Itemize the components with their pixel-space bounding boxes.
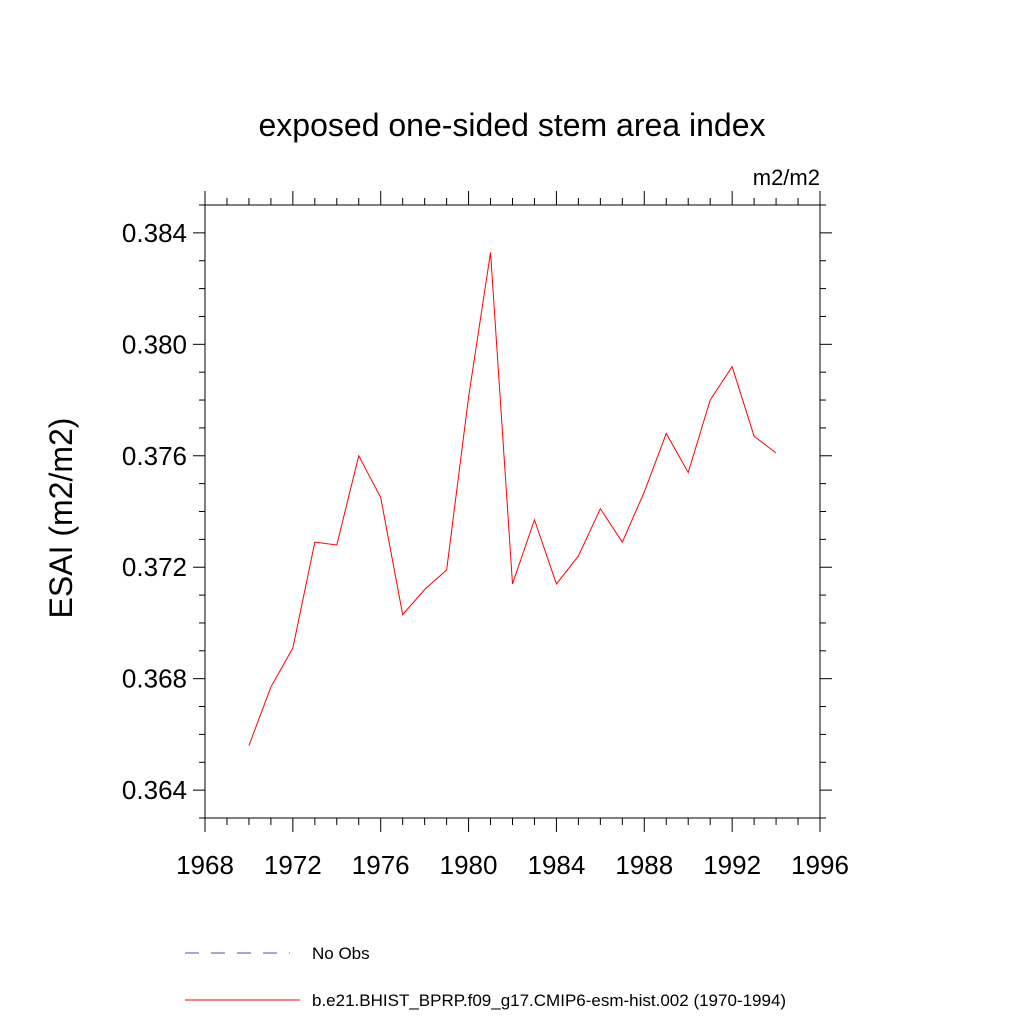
y-tick-label: 0.384: [122, 218, 187, 248]
series-line: [248, 252, 777, 746]
x-tick-label: 1980: [440, 850, 498, 880]
x-tick-label: 1984: [528, 850, 586, 880]
series-layer: [248, 252, 777, 746]
chart-title: exposed one-sided stem area index: [259, 107, 766, 143]
y-axis-label: ESAI (m2/m2): [43, 418, 79, 619]
x-tick-label: 1988: [615, 850, 673, 880]
y-tick-label: 0.380: [122, 329, 187, 359]
units-label: m2/m2: [753, 165, 820, 190]
y-tick-label: 0.372: [122, 552, 187, 582]
plot-frame: [204, 204, 821, 819]
y-tick-label: 0.368: [122, 664, 187, 694]
x-tick-label: 1996: [791, 850, 849, 880]
y-axis: 0.364 0.368 0.372 0.376 0.380 0.384: [122, 204, 832, 819]
legend: No Obs b.e21.BHIST_BPRP.f09_g17.CMIP6-es…: [185, 944, 786, 1010]
x-axis: 1968 1972 1976 1980 1984 1988 1992 1996: [176, 191, 849, 880]
y-tick-label: 0.376: [122, 441, 187, 471]
x-tick-label: 1972: [264, 850, 322, 880]
x-tick-label: 1968: [176, 850, 234, 880]
legend-label-model: b.e21.BHIST_BPRP.f09_g17.CMIP6-esm-hist.…: [312, 991, 786, 1010]
y-tick-label: 0.364: [122, 775, 187, 805]
x-tick-label: 1992: [703, 850, 761, 880]
x-tick-label: 1976: [352, 850, 410, 880]
legend-label-no-obs: No Obs: [312, 944, 370, 963]
